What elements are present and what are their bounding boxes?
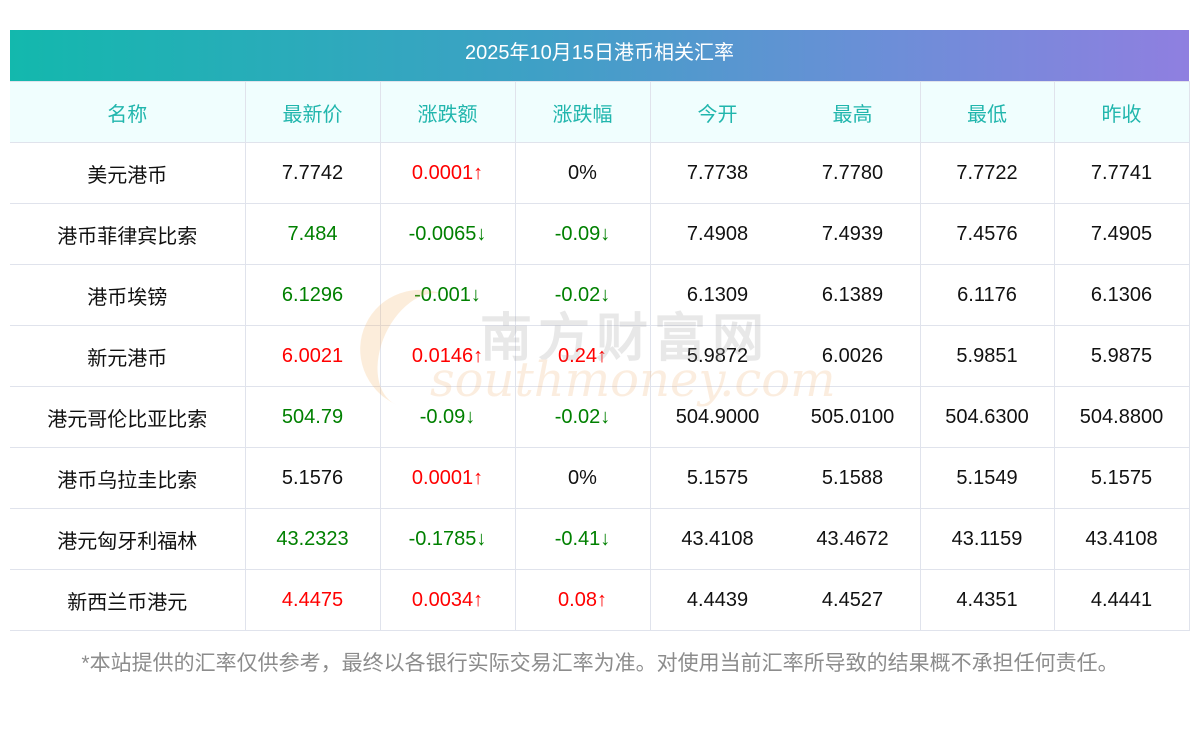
cell-high: 6.0026 bbox=[784, 325, 921, 387]
cell-name: 新元港币 bbox=[10, 325, 246, 387]
cell-name: 新西兰币港元 bbox=[10, 569, 246, 631]
cell-change: -0.0065↓ bbox=[379, 203, 516, 265]
cell-change: 0.0146↑ bbox=[379, 325, 516, 387]
cell-name: 港元哥伦比亚比索 bbox=[10, 386, 246, 448]
table-row: 港币乌拉圭比索 5.1576 0.0001↑ 0% 5.1575 5.1588 5.1549… bbox=[10, 447, 1190, 509]
cell-low: 6.1176 bbox=[919, 264, 1055, 326]
cell-pct: -0.09↓ bbox=[514, 203, 651, 265]
cell-name: 港元匈牙利福林 bbox=[10, 508, 246, 570]
cell-prev: 7.7741 bbox=[1053, 142, 1190, 204]
table-row: 港币菲律宾比索 7.484 -0.0065↓ -0.09↓ 7.4908 7.4939 7.… bbox=[10, 203, 1190, 265]
column-header: 涨跌额 bbox=[379, 81, 516, 143]
cell-price: 6.1296 bbox=[244, 264, 381, 326]
cell-pct: 0% bbox=[514, 142, 651, 204]
cell-name: 港币乌拉圭比索 bbox=[10, 447, 246, 509]
cell-price: 4.4475 bbox=[244, 569, 381, 631]
table-row: 美元港币 7.7742 0.0001↑ 0% 7.7738 7.7780 7.7722 7.7… bbox=[10, 142, 1190, 204]
cell-high: 4.4527 bbox=[784, 569, 921, 631]
cell-price: 5.1576 bbox=[244, 447, 381, 509]
cell-low: 4.4351 bbox=[919, 569, 1055, 631]
table-row: 港元哥伦比亚比索 504.79 -0.09↓ -0.02↓ 504.9000 505.01… bbox=[10, 386, 1190, 448]
column-header: 最高 bbox=[784, 81, 921, 143]
cell-prev: 5.1575 bbox=[1053, 447, 1190, 509]
cell-high: 7.7780 bbox=[784, 142, 921, 204]
table-title: 2025年10月15日港币相关汇率 bbox=[10, 30, 1189, 81]
cell-pct: 0.08↑ bbox=[514, 569, 651, 631]
cell-change: -0.001↓ bbox=[379, 264, 516, 326]
cell-change: -0.1785↓ bbox=[379, 508, 516, 570]
cell-low: 43.1159 bbox=[919, 508, 1055, 570]
cell-change: 0.0001↑ bbox=[379, 142, 516, 204]
cell-name: 美元港币 bbox=[10, 142, 246, 204]
cell-pct: -0.02↓ bbox=[514, 386, 651, 448]
cell-price: 7.7742 bbox=[244, 142, 381, 204]
cell-name: 港币埃镑 bbox=[10, 264, 246, 326]
cell-change: 0.0001↑ bbox=[379, 447, 516, 509]
cell-high: 43.4672 bbox=[784, 508, 921, 570]
cell-prev: 7.4905 bbox=[1053, 203, 1190, 265]
cell-pct: 0% bbox=[514, 447, 651, 509]
cell-high: 7.4939 bbox=[784, 203, 921, 265]
cell-pct: -0.02↓ bbox=[514, 264, 651, 326]
cell-price: 7.484 bbox=[244, 203, 381, 265]
table-row: 港币埃镑 6.1296 -0.001↓ -0.02↓ 6.1309 6.1389 6.117… bbox=[10, 264, 1190, 326]
cell-prev: 6.1306 bbox=[1053, 264, 1190, 326]
table-row: 新元港币 6.0021 0.0146↑ 0.24↑ 5.9872 6.0026 5.9851… bbox=[10, 325, 1190, 387]
cell-low: 504.6300 bbox=[919, 386, 1055, 448]
rate-table: 名称 最新价 涨跌额 涨跌幅 今开 最高 最低 昨收 美元港币 7.7742 0.0001↑ 0% 7… bbox=[10, 81, 1190, 631]
cell-pct: 0.24↑ bbox=[514, 325, 651, 387]
cell-open: 7.7738 bbox=[649, 142, 785, 204]
header-row: 名称 最新价 涨跌额 涨跌幅 今开 最高 最低 昨收 bbox=[10, 81, 1190, 143]
rate-table-panel: 2025年10月15日港币相关汇率 名称 最新价 涨跌额 涨跌幅 今开 最高 最低 昨收 美元… bbox=[10, 30, 1190, 631]
column-header: 涨跌幅 bbox=[514, 81, 651, 143]
cell-price: 6.0021 bbox=[244, 325, 381, 387]
cell-low: 5.9851 bbox=[919, 325, 1055, 387]
cell-high: 5.1588 bbox=[784, 447, 921, 509]
table-row: 港元匈牙利福林 43.2323 -0.1785↓ -0.41↓ 43.4108 43.46… bbox=[10, 508, 1190, 570]
cell-prev: 5.9875 bbox=[1053, 325, 1190, 387]
cell-open: 504.9000 bbox=[649, 386, 785, 448]
table-row: 新西兰币港元 4.4475 0.0034↑ 0.08↑ 4.4439 4.4527 4.43… bbox=[10, 569, 1190, 631]
cell-open: 43.4108 bbox=[649, 508, 785, 570]
cell-open: 5.9872 bbox=[649, 325, 785, 387]
cell-prev: 504.8800 bbox=[1053, 386, 1190, 448]
cell-prev: 43.4108 bbox=[1053, 508, 1190, 570]
cell-high: 6.1389 bbox=[784, 264, 921, 326]
cell-prev: 4.4441 bbox=[1053, 569, 1190, 631]
cell-low: 7.7722 bbox=[919, 142, 1055, 204]
column-header: 最低 bbox=[919, 81, 1055, 143]
cell-price: 43.2323 bbox=[244, 508, 381, 570]
column-header: 昨收 bbox=[1053, 81, 1190, 143]
cell-change: -0.09↓ bbox=[379, 386, 516, 448]
cell-pct: -0.41↓ bbox=[514, 508, 651, 570]
cell-open: 4.4439 bbox=[649, 569, 785, 631]
cell-open: 7.4908 bbox=[649, 203, 785, 265]
cell-open: 6.1309 bbox=[649, 264, 785, 326]
column-header: 今开 bbox=[649, 81, 785, 143]
column-header: 最新价 bbox=[244, 81, 381, 143]
cell-price: 504.79 bbox=[244, 386, 381, 448]
cell-high: 505.0100 bbox=[784, 386, 921, 448]
cell-low: 7.4576 bbox=[919, 203, 1055, 265]
disclaimer-note: *本站提供的汇率仅供参考，最终以各银行实际交易汇率为准。对使用当前汇率所导致的结… bbox=[81, 652, 1119, 675]
cell-low: 5.1549 bbox=[919, 447, 1055, 509]
cell-name: 港币菲律宾比索 bbox=[10, 203, 246, 265]
cell-change: 0.0034↑ bbox=[379, 569, 516, 631]
cell-open: 5.1575 bbox=[649, 447, 785, 509]
column-header: 名称 bbox=[10, 81, 246, 143]
